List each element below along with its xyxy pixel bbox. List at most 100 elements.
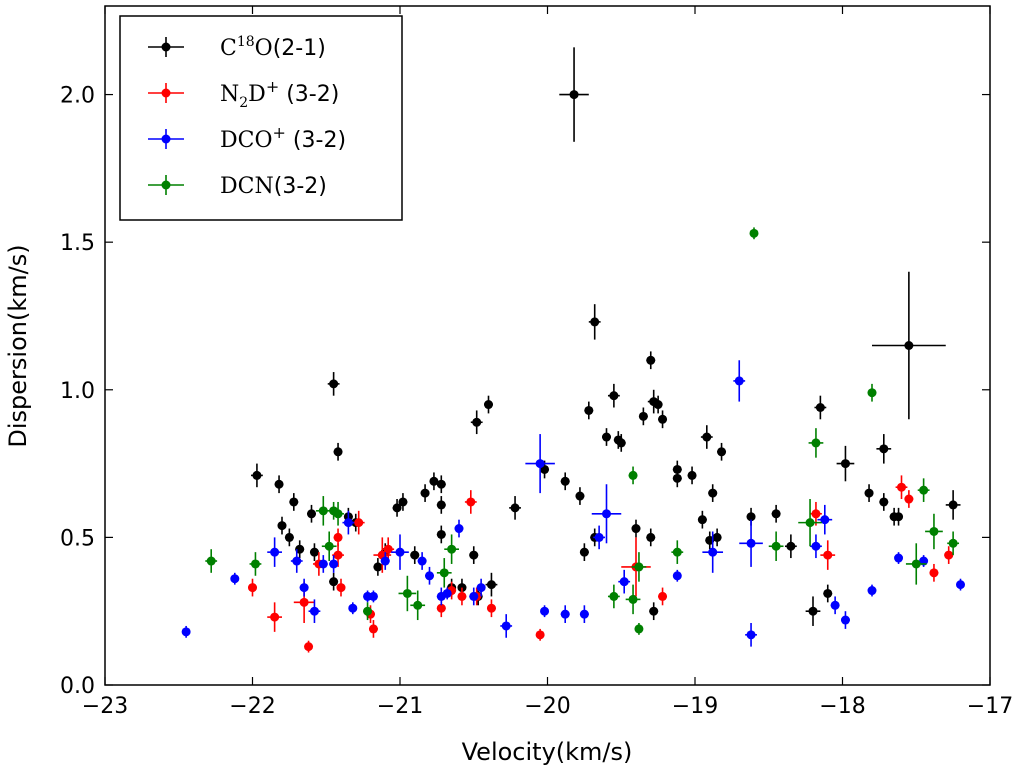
data-point: [289, 493, 299, 511]
data-point: [739, 519, 763, 567]
data-point: [248, 578, 257, 597]
marker: [425, 571, 434, 581]
data-point: [733, 360, 746, 402]
data-point: [830, 596, 840, 615]
data-point: [486, 599, 496, 618]
legend-marker: [161, 88, 171, 98]
data-point: [867, 383, 877, 402]
marker: [284, 532, 294, 542]
data-point: [469, 546, 479, 564]
legend-marker: [161, 134, 171, 144]
marker: [392, 503, 402, 513]
data-point: [277, 516, 287, 535]
data-point: [746, 507, 756, 526]
marker: [590, 317, 600, 327]
marker: [368, 591, 378, 601]
marker: [299, 597, 309, 607]
marker: [336, 583, 346, 593]
marker: [380, 556, 390, 566]
marker: [579, 547, 589, 557]
marker: [602, 432, 611, 442]
data-point: [631, 552, 647, 582]
data-point: [299, 578, 309, 597]
legend-label: DCN(3-2): [220, 174, 327, 199]
marker: [708, 488, 718, 498]
legend-entry: C18O(2-1): [148, 34, 326, 61]
marker: [702, 432, 712, 442]
marker: [594, 532, 604, 542]
y-tick-label: 2.0: [60, 84, 95, 109]
data-point: [817, 504, 833, 535]
data-point: [607, 584, 620, 609]
data-point: [628, 466, 638, 485]
marker: [658, 591, 668, 601]
marker: [879, 497, 889, 507]
marker: [879, 444, 889, 454]
marker: [348, 603, 358, 613]
data-point: [840, 611, 850, 629]
marker: [811, 438, 821, 448]
marker: [672, 473, 682, 483]
marker: [687, 470, 697, 480]
data-point: [917, 478, 930, 502]
x-tick-label: −23: [82, 694, 128, 719]
data-point: [420, 484, 430, 502]
marker: [252, 470, 262, 480]
data-point: [327, 372, 340, 396]
marker: [672, 571, 682, 581]
data-point: [559, 47, 589, 142]
data-point: [332, 501, 344, 526]
data-point: [398, 575, 417, 612]
marker: [609, 591, 619, 601]
data-point: [274, 475, 284, 494]
data-point: [672, 569, 682, 582]
marker: [956, 580, 965, 590]
marker: [307, 509, 316, 519]
x-tick-label: −20: [524, 694, 570, 719]
x-tick-label: −17: [967, 694, 1013, 719]
marker: [510, 503, 520, 513]
marker: [840, 459, 850, 469]
plot-frame: [104, 5, 991, 686]
data-point: [368, 590, 378, 603]
data-point: [309, 543, 319, 562]
marker: [649, 606, 659, 616]
y-axis-label: Dispersion(km/s): [4, 244, 32, 447]
data-point: [457, 587, 467, 606]
data-point: [575, 487, 585, 505]
marker: [274, 479, 284, 489]
series-DCN(3-2): [205, 227, 960, 635]
data-point: [616, 434, 626, 452]
data-point: [712, 528, 722, 547]
data-point: [509, 496, 521, 520]
marker: [373, 562, 383, 572]
data-point: [352, 510, 365, 535]
legend-marker: [161, 180, 171, 190]
marker: [329, 577, 339, 587]
data-point: [638, 407, 648, 426]
marker: [333, 550, 343, 560]
data-point: [348, 602, 358, 615]
marker: [575, 491, 585, 501]
data-point: [798, 499, 822, 547]
marker: [343, 518, 353, 528]
marker: [602, 509, 611, 519]
marker: [811, 541, 821, 551]
data-point: [181, 625, 191, 638]
data-point: [308, 599, 321, 624]
legend-label: DCO+ (3-2): [220, 123, 346, 153]
series-DCO+(3-2): [181, 360, 965, 647]
data-point: [315, 496, 331, 526]
data-point: [342, 510, 355, 535]
marker: [270, 547, 280, 557]
data-point: [560, 605, 570, 624]
marker: [929, 526, 939, 536]
data-point: [368, 620, 378, 638]
marker: [948, 500, 958, 510]
marker: [309, 606, 319, 616]
data-point: [540, 605, 550, 618]
data-point: [687, 466, 697, 485]
marker: [535, 630, 545, 640]
data-point: [560, 472, 570, 491]
marker: [646, 355, 656, 365]
